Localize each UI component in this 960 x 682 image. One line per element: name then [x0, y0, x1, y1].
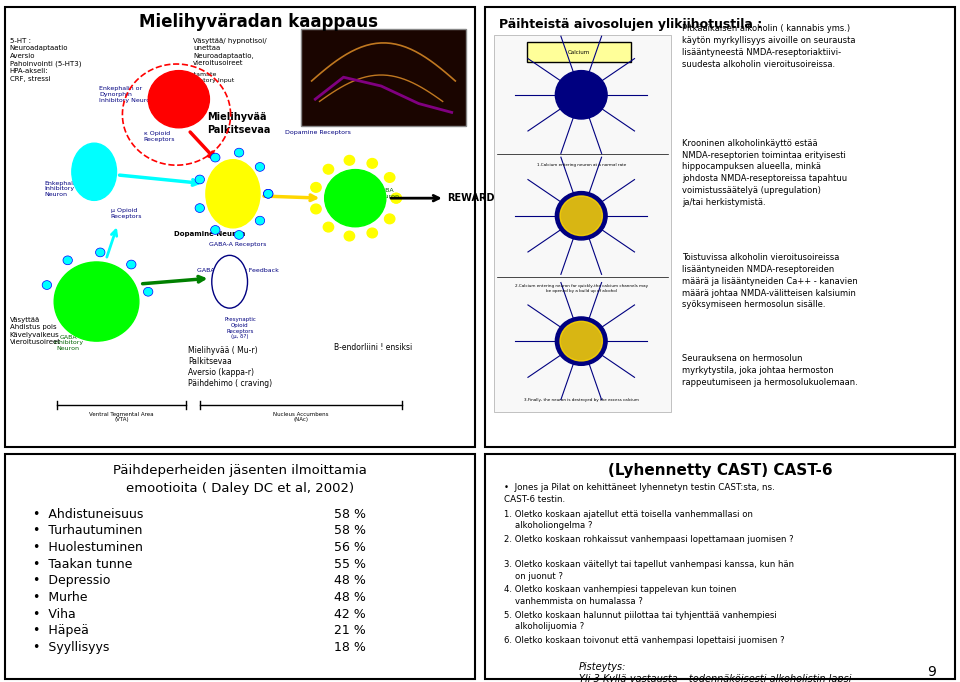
Circle shape: [210, 226, 220, 235]
Circle shape: [263, 190, 273, 198]
Text: •  Turhautuminen: • Turhautuminen: [33, 524, 142, 537]
FancyBboxPatch shape: [527, 42, 631, 62]
Circle shape: [255, 162, 265, 171]
Text: •  Viha: • Viha: [33, 608, 76, 621]
Text: 2. Oletko koskaan rohkaissut vanhempaasi lopettamaan juomisen ?: 2. Oletko koskaan rohkaissut vanhempaasi…: [504, 535, 793, 544]
Text: •  Syyllisyys: • Syyllisyys: [33, 641, 109, 654]
Text: 5. Oletko koskaan halunnut piilottaa tai tyhjenttää vanhempiesi
    alkoholijuom: 5. Oletko koskaan halunnut piilottaa tai…: [504, 610, 777, 631]
Circle shape: [345, 155, 354, 165]
Circle shape: [560, 321, 603, 361]
Text: Nucleus Accumbens
(NAc): Nucleus Accumbens (NAc): [274, 411, 329, 422]
Circle shape: [555, 317, 607, 366]
Text: •  Taakan tunne: • Taakan tunne: [33, 558, 132, 571]
Text: (Lyhennetty CAST) CAST-6: (Lyhennetty CAST) CAST-6: [608, 462, 832, 477]
Circle shape: [324, 170, 386, 226]
Circle shape: [345, 231, 354, 241]
Text: 5-HT :
Neuroadaptaatio
Aversio
Pahoinvointi (5-HT3)
HPA-akseli:
CRF, stressi: 5-HT : Neuroadaptaatio Aversio Pahoinvoi…: [10, 38, 81, 82]
Circle shape: [63, 256, 72, 265]
Text: 1.Calcium entering neuron at a normal rate: 1.Calcium entering neuron at a normal ra…: [537, 163, 626, 167]
FancyBboxPatch shape: [301, 29, 466, 125]
Text: 1. Oletko koskaan ajatellut että toisella vanhemmallasi on
    alkoholiongelma ?: 1. Oletko koskaan ajatellut että toisell…: [504, 510, 753, 530]
Circle shape: [42, 281, 52, 289]
Circle shape: [96, 248, 105, 257]
Text: 18 %: 18 %: [334, 641, 366, 654]
Text: Päihdeperheiden jäsenten ilmoittamia
emootioita ( Daley DC et al, 2002): Päihdeperheiden jäsenten ilmoittamia emo…: [113, 464, 367, 494]
Text: 2.Calcium entering neuron far quickly-the calcium channels may
be opened by a bu: 2.Calcium entering neuron far quickly-th…: [515, 284, 648, 293]
Text: •  Depressio: • Depressio: [33, 574, 110, 587]
Circle shape: [385, 214, 395, 224]
Text: μ Opioid
Receptors: μ Opioid Receptors: [110, 208, 142, 219]
Circle shape: [127, 260, 136, 269]
Ellipse shape: [72, 143, 116, 201]
Ellipse shape: [205, 160, 260, 228]
Text: Mielihyvää
Palkitsevaa: Mielihyvää Palkitsevaa: [207, 113, 271, 135]
Text: 3.Finally, the neuron is destroyed by the excess calcium: 3.Finally, the neuron is destroyed by th…: [524, 398, 638, 402]
Circle shape: [385, 173, 395, 182]
Text: Seurauksena on hermosolun
myrkytystila, joka johtaa hermoston
rappeutumiseen ja : Seurauksena on hermosolun myrkytystila, …: [683, 355, 858, 387]
Text: GABA Inhibitory Feedback: GABA Inhibitory Feedback: [197, 268, 278, 273]
Circle shape: [560, 196, 603, 235]
Text: 58 %: 58 %: [334, 508, 366, 521]
Text: Toistuvissa alkoholin vieroitusoireissa
lisääntyneiden NMDA-reseptoreiden
määrä : Toistuvissa alkoholin vieroitusoireissa …: [683, 253, 858, 310]
Text: 48 %: 48 %: [334, 574, 366, 587]
Text: Yli 3 Kyllä-vastausta – todennäköisesti alkoholistin lapsi: Yli 3 Kyllä-vastausta – todennäköisesti …: [579, 674, 852, 682]
Text: 55 %: 55 %: [334, 558, 366, 571]
Circle shape: [324, 164, 334, 174]
Text: 21 %: 21 %: [334, 625, 366, 638]
Text: Dopamine Receptors: Dopamine Receptors: [285, 130, 350, 134]
Circle shape: [54, 262, 139, 341]
Circle shape: [195, 204, 204, 213]
Circle shape: [148, 71, 209, 128]
Circle shape: [234, 231, 244, 239]
Text: 56 %: 56 %: [334, 541, 366, 554]
FancyBboxPatch shape: [494, 35, 671, 411]
Circle shape: [391, 193, 401, 203]
Circle shape: [367, 158, 377, 168]
Text: •  Jones ja Pilat on kehittäneet lyhennetyn testin CAST:sta, ns.
CAST-6 testin.: • Jones ja Pilat on kehittäneet lyhennet…: [504, 483, 775, 503]
Text: Presynaptic
Opioid
Receptors
(μ, δ?): Presynaptic Opioid Receptors (μ, δ?): [224, 317, 256, 340]
Text: B-endorliini ! ensiksi: B-endorliini ! ensiksi: [334, 343, 413, 353]
Text: Dopamine Neuron: Dopamine Neuron: [174, 231, 245, 237]
Text: Ventral Tegmental Area
(VTA): Ventral Tegmental Area (VTA): [89, 411, 154, 422]
Circle shape: [210, 153, 220, 162]
Circle shape: [311, 204, 322, 213]
Circle shape: [555, 192, 607, 240]
Text: 58 %: 58 %: [334, 524, 366, 537]
Circle shape: [311, 183, 322, 192]
Text: 3. Oletko koskaan väitellyt tai tapellut vanhempasi kanssa, kun hän
    on juonu: 3. Oletko koskaan väitellyt tai tapellut…: [504, 560, 794, 580]
Circle shape: [195, 175, 204, 184]
Text: 48 %: 48 %: [334, 591, 366, 604]
Text: Väsyttää/ hypnotisoi/
unettaa
Neuroadaptaatio,
vieroitusoireet: Väsyttää/ hypnotisoi/ unettaa Neuroadapt…: [193, 38, 267, 66]
Text: •  Huolestuminen: • Huolestuminen: [33, 541, 143, 554]
Text: REWARD: REWARD: [447, 193, 494, 203]
Circle shape: [324, 222, 334, 232]
Text: Pisteytys:: Pisteytys:: [579, 662, 626, 672]
Circle shape: [391, 193, 401, 203]
Text: 4. Oletko koskaan vanhempiesi tappelevan kun toinen
    vanhemmista on humalassa: 4. Oletko koskaan vanhempiesi tappelevan…: [504, 585, 736, 606]
Text: 9: 9: [927, 664, 936, 679]
Circle shape: [234, 148, 244, 157]
Ellipse shape: [212, 255, 248, 308]
Text: Enkephalin
Inhibitory
Neuron: Enkephalin Inhibitory Neuron: [45, 181, 80, 197]
Circle shape: [555, 71, 607, 119]
Text: 6. Oletko koskaan toivonut että vanhempasi lopettaisi juomisen ?: 6. Oletko koskaan toivonut että vanhempa…: [504, 636, 784, 644]
Text: Enkephalin or
Dynorphin
Inhibitory Neuron: Enkephalin or Dynorphin Inhibitory Neuro…: [99, 87, 154, 103]
Circle shape: [255, 216, 265, 225]
Text: κ Opioid
Receptors: κ Opioid Receptors: [144, 131, 175, 142]
Text: Päihteistä aivosolujen ylikiihotustila :: Päihteistä aivosolujen ylikiihotustila :: [499, 18, 762, 31]
Text: Calcium: Calcium: [567, 50, 590, 55]
Text: GABA
Neuron: GABA Neuron: [376, 188, 399, 199]
Text: Väsyttää
Ahdistus pois
Kävelyvaikeus
Vieroitusoireet: Väsyttää Ahdistus pois Kävelyvaikeus Vie…: [10, 317, 60, 346]
Circle shape: [367, 228, 377, 238]
Text: •  Häpeä: • Häpeä: [33, 625, 89, 638]
Text: Pitkäaikaisen alkoholin ( kannabis yms.)
käytön myrkyllisyys aivoille on seuraus: Pitkäaikaisen alkoholin ( kannabis yms.)…: [683, 25, 856, 69]
Text: Mielihyvää ( Mu-r)
Palkitsevaa
Aversio (kappa-r)
Päihdehimo ( craving): Mielihyvää ( Mu-r) Palkitsevaa Aversio (…: [188, 346, 273, 388]
Text: •  Murhe: • Murhe: [33, 591, 87, 604]
Text: •  Ahdistuneisuus: • Ahdistuneisuus: [33, 508, 143, 521]
Text: GABA-A Receptors: GABA-A Receptors: [209, 242, 266, 247]
Text: Krooninen alkoholinkäyttö estää
NMDA-reseptorien toimintaa erityisesti
hippocamp: Krooninen alkoholinkäyttö estää NMDA-res…: [683, 139, 848, 207]
Circle shape: [143, 287, 153, 296]
Text: 42 %: 42 %: [334, 608, 366, 621]
Circle shape: [263, 190, 273, 198]
Text: GABA
Inhibitory
Neuron: GABA Inhibitory Neuron: [53, 335, 84, 351]
